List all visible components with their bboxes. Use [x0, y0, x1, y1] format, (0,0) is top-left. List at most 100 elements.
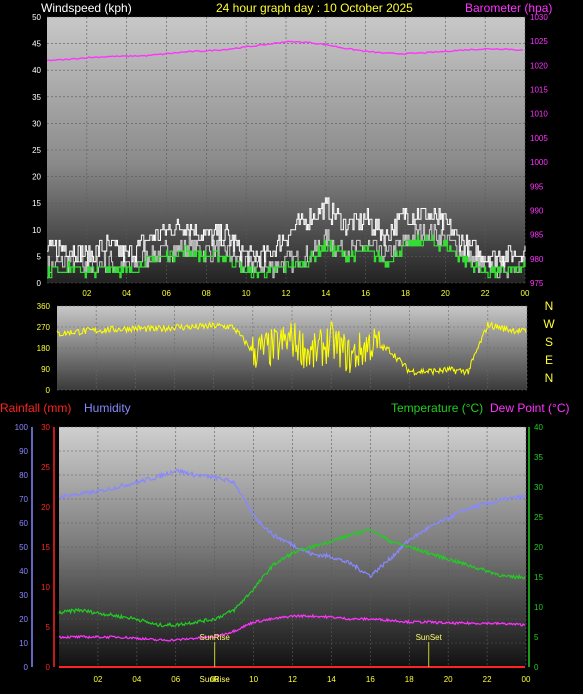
tick-label: 25 — [534, 513, 543, 522]
compass-label: E — [545, 353, 553, 367]
x-tick-label: 20 — [441, 289, 450, 298]
tick-label: 0 — [534, 663, 539, 672]
tick-label: 90 — [19, 447, 28, 456]
direction-line — [56, 320, 527, 377]
tick-label: 360 — [37, 302, 51, 311]
tick-label: 10 — [41, 583, 50, 592]
tick-label: 975 — [530, 279, 544, 288]
tick-label: 1010 — [530, 110, 548, 119]
tick-label: 5 — [46, 623, 51, 632]
x-tick-label: 16 — [366, 675, 375, 684]
compass-label: W — [543, 317, 555, 331]
sunset-label: SunSet — [416, 633, 443, 642]
tick-label: 180 — [37, 344, 51, 353]
gust-line — [47, 224, 526, 279]
tick-label: 10 — [32, 226, 41, 235]
x-tick-label: 14 — [321, 289, 330, 298]
temp-x-axis: 02 04 06 08 10 12 14 16 18 20 22 00 — [93, 675, 531, 684]
x-tick-label: 20 — [444, 675, 453, 684]
tick-label: 1020 — [530, 61, 548, 70]
x-tick-label: 22 — [483, 675, 492, 684]
compass-label: N — [545, 371, 554, 385]
tick-label: 990 — [530, 206, 544, 215]
tick-label: 40 — [32, 66, 41, 75]
x-tick-label: 16 — [361, 289, 370, 298]
tick-label: 30 — [19, 591, 28, 600]
dew-point-title: Dew Point (°C) — [490, 401, 569, 415]
tick-label: 1030 — [530, 13, 548, 22]
tick-label: 15 — [534, 573, 543, 582]
x-tick-label: 02 — [93, 675, 102, 684]
direction-axis: 0 90 180 270 360 — [37, 302, 51, 395]
compass-label: N — [545, 299, 554, 313]
x-tick-label: 10 — [242, 289, 251, 298]
tick-label: 50 — [32, 13, 41, 22]
tick-label: 30 — [32, 119, 41, 128]
tick-label: 100 — [15, 423, 29, 432]
tick-label: 40 — [19, 567, 28, 576]
tick-label: 0 — [46, 386, 51, 395]
tick-label: 35 — [32, 93, 41, 102]
tick-label: 20 — [19, 615, 28, 624]
temperature-title: Temperature (°C) — [391, 401, 483, 415]
tick-label: 20 — [41, 503, 50, 512]
x-tick-label: 06 — [162, 289, 171, 298]
graph-date-title: 24 hour graph day : 10 October 2025 — [216, 1, 413, 15]
temp-panel-grid — [59, 426, 527, 668]
x-tick-label: 18 — [401, 289, 410, 298]
dew-point-line — [58, 613, 526, 642]
tick-label: 15 — [41, 543, 50, 552]
temp-series — [58, 467, 526, 668]
sunrise-axis-label: SunRise — [200, 675, 231, 684]
tick-label: 10 — [19, 639, 28, 648]
direction-series — [56, 320, 527, 377]
compass-label: S — [545, 335, 553, 349]
tick-label: 25 — [32, 146, 41, 155]
temp-panel-axes: 0 10 20 30 40 50 60 70 80 90 100 0 5 10 15 20 25 30 0 5 10 15… — [15, 423, 544, 672]
x-tick-label: 02 — [82, 289, 91, 298]
x-tick-label: 10 — [249, 675, 258, 684]
x-tick-label: 12 — [282, 289, 291, 298]
tick-label: 80 — [19, 471, 28, 480]
x-tick-label: 08 — [210, 675, 219, 684]
x-tick-label: 22 — [481, 289, 490, 298]
tick-label: 1005 — [530, 134, 548, 143]
wind-x-axis: 02 04 06 08 10 12 14 16 18 20 22 00 — [82, 289, 530, 298]
windspeed-title: Windspeed (kph) — [41, 1, 132, 15]
sunrise-label: SunRise — [200, 633, 231, 642]
barometer-title: Barometer (hpa) — [465, 1, 552, 15]
tick-label: 30 — [41, 423, 50, 432]
tick-label: 0 — [24, 663, 29, 672]
x-tick-label: 14 — [327, 675, 336, 684]
tick-label: 270 — [37, 323, 51, 332]
tick-label: 45 — [32, 40, 41, 49]
wind-series — [46, 40, 526, 279]
x-tick-label: 12 — [288, 675, 297, 684]
x-tick-label: 04 — [122, 289, 131, 298]
barometer-axis: 975 980 985 990 995 1000 1005 1010 1015 1020 1025 1… — [530, 13, 548, 288]
rainfall-title: Rainfall (mm) — [0, 401, 71, 415]
tick-label: 30 — [534, 483, 543, 492]
humidity-line — [58, 467, 526, 579]
x-tick-label: 08 — [202, 289, 211, 298]
windspeed-axis: 0 5 10 15 20 25 30 35 40 45 50 — [32, 13, 41, 288]
sun-markers: SunRise SunSet SunRise — [200, 633, 443, 684]
tick-label: 995 — [530, 182, 544, 191]
x-tick-label: 00 — [522, 675, 531, 684]
tick-label: 90 — [41, 365, 50, 374]
tick-label: 50 — [19, 543, 28, 552]
tick-label: 20 — [32, 173, 41, 182]
tick-label: 1015 — [530, 86, 548, 95]
tick-label: 0 — [46, 663, 51, 672]
direction-panel-grid — [57, 305, 528, 391]
tick-label: 20 — [534, 543, 543, 552]
tick-label: 10 — [534, 603, 543, 612]
tick-label: 1000 — [530, 158, 548, 167]
humidity-title: Humidity — [84, 401, 131, 415]
wind-average-line — [47, 234, 526, 279]
tick-label: 5 — [534, 633, 539, 642]
x-tick-label: 18 — [405, 675, 414, 684]
tick-label: 70 — [19, 495, 28, 504]
